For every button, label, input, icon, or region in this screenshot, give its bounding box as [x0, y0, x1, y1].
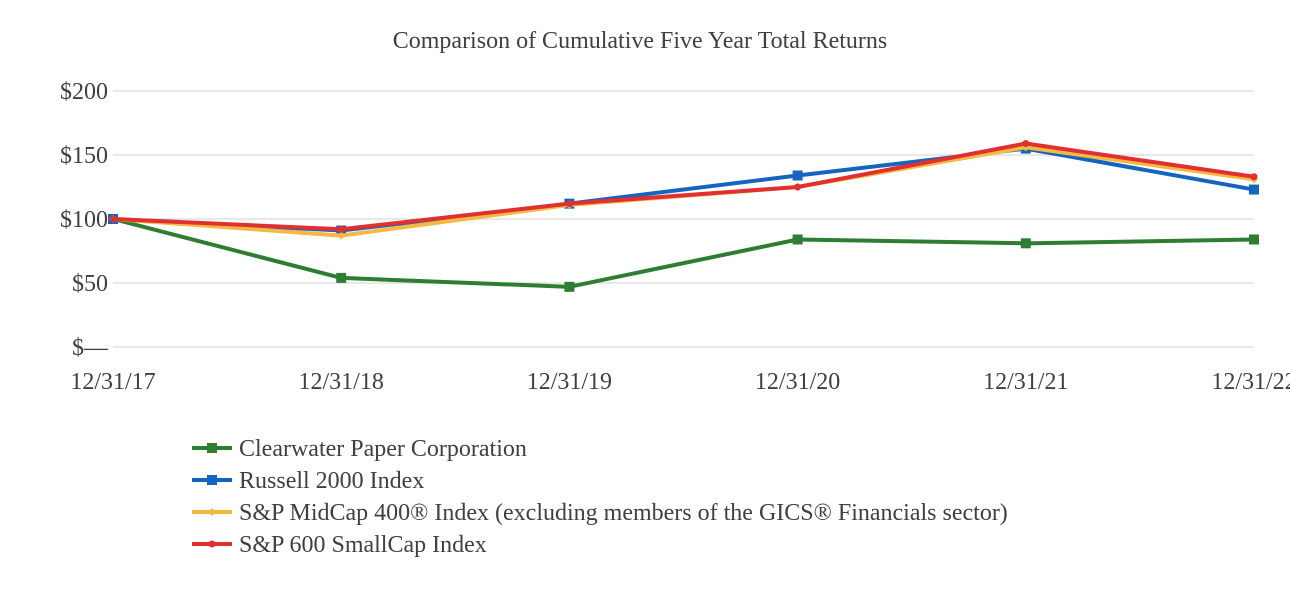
series-group — [108, 139, 1259, 292]
chart-title: Comparison of Cumulative Five Year Total… — [393, 28, 888, 54]
x-tick-label: 12/31/22 — [1211, 369, 1290, 395]
x-tick-label: 12/31/21 — [983, 369, 1068, 395]
data-point — [1250, 173, 1258, 181]
data-point — [565, 200, 573, 208]
legend-marker — [208, 508, 216, 516]
x-axis-ticks: 12/31/17 12/31/18 12/31/19 12/31/20 12/31/21… — [70, 369, 1290, 395]
data-point — [337, 225, 345, 233]
data-point — [794, 183, 802, 191]
x-tick-label: 12/31/18 — [299, 369, 384, 395]
series-4 — [109, 139, 1258, 233]
legend-item: Clearwater Paper Corporation — [192, 436, 527, 462]
data-point — [1020, 238, 1031, 249]
data-point — [1022, 139, 1030, 147]
x-tick-label: 12/31/20 — [755, 369, 840, 395]
y-tick-label: $100 — [60, 207, 108, 233]
legend-item: S&P 600 SmallCap Index — [192, 532, 487, 558]
series-line — [111, 146, 1256, 233]
data-point — [564, 281, 575, 292]
y-tick-label: $200 — [60, 79, 108, 105]
legend-marker — [207, 443, 217, 453]
y-tick-label: $150 — [60, 143, 108, 169]
x-tick-label: 12/31/19 — [527, 369, 612, 395]
grid — [113, 90, 1254, 348]
legend-marker — [208, 540, 216, 548]
legend-label: S&P 600 SmallCap Index — [239, 532, 487, 558]
data-point — [792, 170, 803, 181]
series-line — [111, 217, 1256, 289]
data-point — [336, 272, 347, 283]
legend-label: S&P MidCap 400® Index (excluding members… — [239, 500, 1008, 526]
legend-marker — [207, 475, 217, 485]
x-tick-label: 12/31/17 — [70, 369, 155, 395]
y-axis-ticks: $— $50 $100 $150 $200 — [60, 79, 109, 361]
data-point — [109, 215, 117, 223]
legend-item: S&P MidCap 400® Index (excluding members… — [192, 500, 1008, 526]
legend-item: Russell 2000 Index — [192, 468, 424, 494]
data-point — [1249, 184, 1259, 195]
data-point — [1249, 234, 1259, 245]
data-point — [792, 234, 803, 245]
series-line — [111, 141, 1256, 232]
legend-label: Clearwater Paper Corporation — [239, 436, 527, 462]
y-tick-label: $— — [72, 335, 109, 361]
y-tick-label: $50 — [72, 271, 108, 297]
data-point — [337, 231, 346, 240]
legend-label: Russell 2000 Index — [239, 468, 424, 494]
legend: Clearwater Paper Corporation Russell 2000… — [192, 436, 1008, 558]
